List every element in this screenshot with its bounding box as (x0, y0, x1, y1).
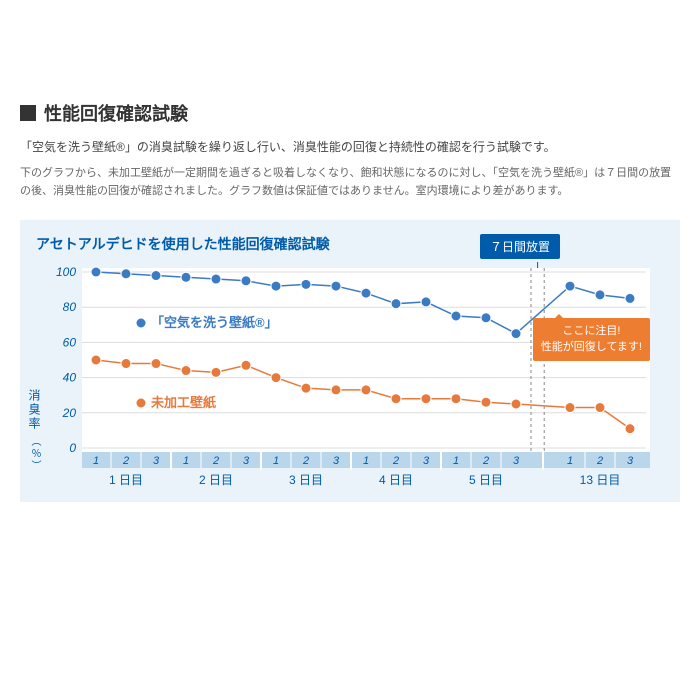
svg-text:3: 3 (153, 455, 160, 467)
callout-seven-day: ７日間放置 (480, 234, 560, 259)
svg-text:未加工壁紙: 未加工壁紙 (150, 395, 216, 410)
svg-text:「空気を洗う壁紙®」: 「空気を洗う壁紙®」 (151, 315, 278, 330)
svg-text:3: 3 (513, 455, 520, 467)
svg-text:1: 1 (93, 455, 99, 467)
svg-text:20: 20 (62, 406, 77, 420)
chart-svg: 020406080100「空気を洗う壁紙®」未加工壁紙1231231231231… (36, 262, 652, 492)
svg-text:40: 40 (63, 371, 77, 385)
section-title-text: 性能回復確認試験 (44, 100, 188, 126)
lead-text: 「空気を洗う壁紙®」の消臭試験を繰り返し行い、消臭性能の回復と持続性の確認を行う… (20, 138, 680, 157)
svg-text:3: 3 (627, 455, 634, 467)
svg-text:3: 3 (333, 455, 340, 467)
svg-text:0: 0 (69, 441, 76, 455)
y-axis-label-unit: （％） (29, 436, 40, 472)
svg-text:2 日目: 2 日目 (199, 473, 233, 487)
svg-text:2: 2 (392, 455, 399, 467)
svg-text:1: 1 (567, 455, 573, 467)
svg-text:13 日目: 13 日目 (580, 473, 621, 487)
svg-text:1: 1 (363, 455, 369, 467)
square-bullet-icon (20, 105, 36, 121)
chart-container: アセトアルデヒドを使用した性能回復確認試験 ７日間放置 ここに注目! 性能が回復… (20, 220, 680, 502)
svg-text:2: 2 (482, 455, 489, 467)
svg-text:2: 2 (302, 455, 309, 467)
svg-text:5 日目: 5 日目 (469, 473, 503, 487)
svg-text:100: 100 (56, 265, 76, 279)
svg-text:4 日目: 4 日目 (379, 473, 413, 487)
sub-text: 下のグラフから、未加工壁紙が一定期間を過ぎると吸着しなくなり、飽和状態になるのに… (20, 165, 680, 200)
svg-text:2: 2 (212, 455, 219, 467)
svg-text:1: 1 (453, 455, 459, 467)
svg-text:1: 1 (183, 455, 189, 467)
svg-text:2: 2 (596, 455, 603, 467)
svg-text:1: 1 (273, 455, 279, 467)
svg-text:1 日目: 1 日目 (109, 473, 143, 487)
callout-recover-line1: ここに注目! (562, 325, 620, 337)
svg-text:80: 80 (63, 301, 77, 315)
section-title: 性能回復確認試験 (20, 100, 680, 126)
svg-text:3 日目: 3 日目 (289, 473, 323, 487)
y-axis-label: 消臭率 （％） (26, 389, 43, 472)
svg-text:3: 3 (423, 455, 430, 467)
svg-text:2: 2 (122, 455, 129, 467)
y-axis-label-text: 消臭率 (27, 389, 41, 431)
svg-text:3: 3 (243, 455, 250, 467)
svg-text:60: 60 (63, 336, 77, 350)
callout-recover-line2: 性能が回復してます! (541, 341, 642, 353)
callout-recover: ここに注目! 性能が回復してます! (533, 318, 650, 361)
chart-title: アセトアルデヒドを使用した性能回復確認試験 (36, 234, 664, 254)
